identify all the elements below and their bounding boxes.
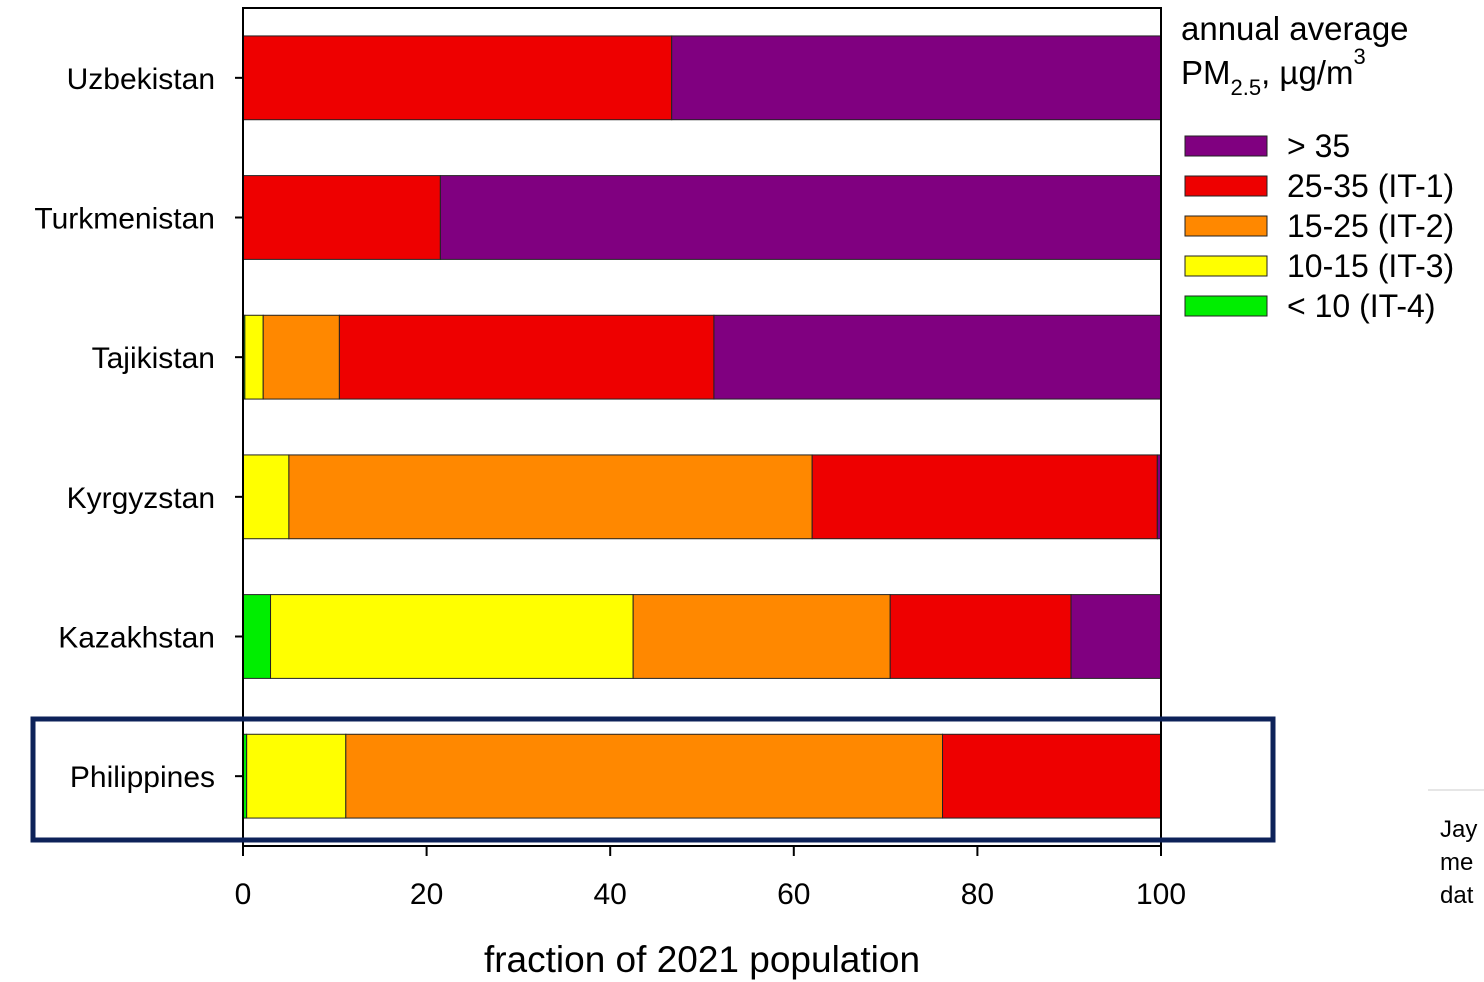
x-axis-title: fraction of 2021 population: [484, 939, 920, 980]
side-note-line-2: me: [1440, 849, 1473, 876]
bar-turkmenistan-25-35-it-1: [242, 175, 441, 260]
bar-tajikistan-35: [713, 314, 1162, 400]
legend-label-35: > 35: [1287, 128, 1350, 164]
bar-kyrgyzstan-15-25-it-2: [288, 454, 813, 540]
legend-title-units-superscript: 3: [1353, 44, 1365, 69]
legend-title-line1: annual average: [1181, 10, 1409, 47]
bar-uzbekistan-25-35-it-1: [242, 35, 673, 121]
legend-swatch-10-15-it-3: [1184, 255, 1268, 277]
x-tick-label-0: 0: [235, 878, 252, 911]
bar-tajikistan-15-25-it-2: [262, 314, 340, 400]
y-tick-label-philippines: Philippines: [70, 761, 215, 794]
plot-frame: [242, 7, 1162, 847]
bar-philippines-25-35-it-1: [942, 733, 1162, 819]
legend-label-15-25-it-2: 15-25 (IT-2): [1287, 208, 1454, 244]
side-note-line-1: Jay: [1440, 816, 1477, 843]
legend-items: > 35 25-35 (IT-1) 15-25 (IT-2) 10-15 (IT-3)…: [1184, 128, 1454, 324]
legend-title-pm: PM: [1181, 54, 1231, 91]
bar-tajikistan-10-15-it-3: [244, 314, 264, 400]
x-tick-label-60: 60: [777, 878, 810, 911]
legend-swatch-35: [1184, 135, 1268, 157]
bar-philippines-10-15-it-3: [246, 733, 347, 819]
x-tick-label-20: 20: [410, 878, 443, 911]
bar-philippines-15-25-it-2: [345, 733, 944, 819]
legend-swatch-15-25-it-2: [1184, 215, 1268, 237]
bar-kazakhstan-10-15-it-3: [270, 594, 634, 679]
y-tick-label-uzbekistan: Uzbekistan: [67, 63, 215, 96]
bar-kazakhstan-10-it-4: [242, 594, 272, 679]
bar-kyrgyzstan-25-35-it-1: [811, 454, 1158, 540]
x-tick-label-40: 40: [594, 878, 627, 911]
legend-swatch-25-35-it-1: [1184, 175, 1268, 197]
bar-uzbekistan-35: [671, 35, 1162, 121]
bar-tajikistan-25-35-it-1: [338, 314, 715, 400]
y-tick-label-turkmenistan: Turkmenistan: [34, 203, 215, 236]
bar-turkmenistan-35: [439, 175, 1162, 260]
y-tick-label-tajikistan: Tajikistan: [92, 342, 215, 375]
legend: annual average PM2.5, µg/m3 > 35 25-35 (I…: [1181, 10, 1454, 324]
legend-title-units: , µg/m: [1261, 54, 1353, 91]
x-tick-label-80: 80: [961, 878, 994, 911]
bar-kyrgyzstan-10-15-it-3: [242, 454, 290, 540]
legend-label-10-15-it-3: 10-15 (IT-3): [1287, 248, 1454, 284]
side-note-line-3: dat: [1440, 882, 1474, 909]
y-tick-label-kyrgyzstan: Kyrgyzstan: [67, 482, 215, 515]
bar-kazakhstan-25-35-it-1: [889, 594, 1072, 679]
highlight-box: [30, 716, 1276, 843]
bar-kazakhstan-35: [1070, 594, 1162, 679]
y-tick-label-kazakhstan: Kazakhstan: [58, 622, 215, 655]
legend-title-pm-subscript: 2.5: [1231, 75, 1262, 100]
bars-group: [242, 35, 1162, 819]
bar-kazakhstan-15-25-it-2: [632, 594, 891, 679]
legend-swatch-10-it-4: [1184, 295, 1268, 317]
legend-label-25-35-it-1: 25-35 (IT-1): [1287, 168, 1454, 204]
side-note: Jay me dat: [1428, 789, 1484, 909]
legend-title-line2: PM2.5, µg/m3: [1181, 44, 1366, 100]
x-tick-label-100: 100: [1136, 878, 1186, 911]
x-axis: 0 20 40 60 80 100: [235, 846, 1186, 911]
y-axis: Uzbekistan Turkmenistan Tajikistan Kyrgyzst…: [34, 63, 243, 794]
legend-label-10-it-4: < 10 (IT-4): [1287, 288, 1436, 324]
